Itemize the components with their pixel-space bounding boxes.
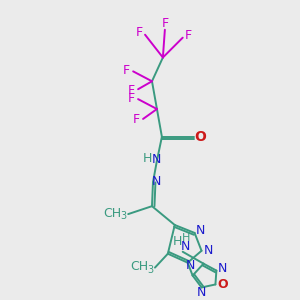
Text: 3: 3 xyxy=(120,211,126,221)
Text: N: N xyxy=(186,259,195,272)
Text: CH: CH xyxy=(130,260,148,273)
Text: H: H xyxy=(142,152,152,165)
Text: F: F xyxy=(161,17,168,30)
Text: F: F xyxy=(123,64,130,77)
Text: N: N xyxy=(181,240,190,253)
Text: N: N xyxy=(151,153,160,166)
Text: H: H xyxy=(173,235,182,248)
Text: N: N xyxy=(151,175,160,188)
Text: 3: 3 xyxy=(147,265,153,275)
Text: N: N xyxy=(196,224,205,237)
Text: N: N xyxy=(204,244,213,257)
Text: N: N xyxy=(218,262,227,275)
Text: O: O xyxy=(195,130,206,144)
Text: F: F xyxy=(133,113,140,126)
Text: O: O xyxy=(217,278,228,291)
Text: F: F xyxy=(128,92,135,105)
Text: F: F xyxy=(185,29,192,42)
Text: H: H xyxy=(182,233,190,243)
Text: F: F xyxy=(136,26,143,39)
Text: N: N xyxy=(197,286,206,299)
Text: CH: CH xyxy=(103,207,121,220)
Text: F: F xyxy=(128,84,135,97)
